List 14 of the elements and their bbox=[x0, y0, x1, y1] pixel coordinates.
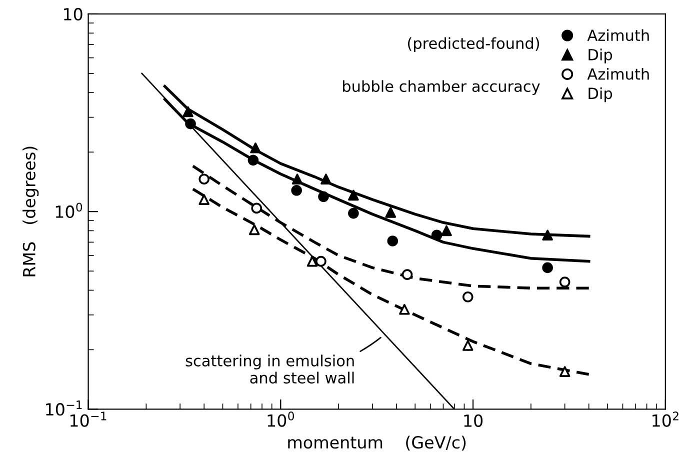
y-tick-label: 10 bbox=[64, 8, 82, 21]
x-tick-label: 10$^{2}$ bbox=[652, 412, 678, 427]
legend-label: Dip bbox=[588, 87, 612, 102]
x-tick-label: 10 bbox=[464, 414, 483, 427]
y-tick-label: 10$^{0}$ bbox=[56, 202, 82, 218]
x-axis-title: momentum (GeV/c) bbox=[288, 436, 466, 451]
annotation: (predicted-found) bbox=[408, 37, 540, 52]
legend-label: Dip bbox=[588, 48, 612, 64]
annotation: bubble chamber accuracy bbox=[342, 80, 540, 95]
legend-label: Azimuth bbox=[587, 29, 649, 42]
y-axis-title: RMS (degrees) bbox=[22, 146, 39, 276]
annotation: scattering in emulsion and steel wall bbox=[186, 354, 354, 384]
legend-label: Azimuth bbox=[587, 68, 649, 80]
x-tick-label: 10$^{0}$ bbox=[268, 412, 294, 427]
